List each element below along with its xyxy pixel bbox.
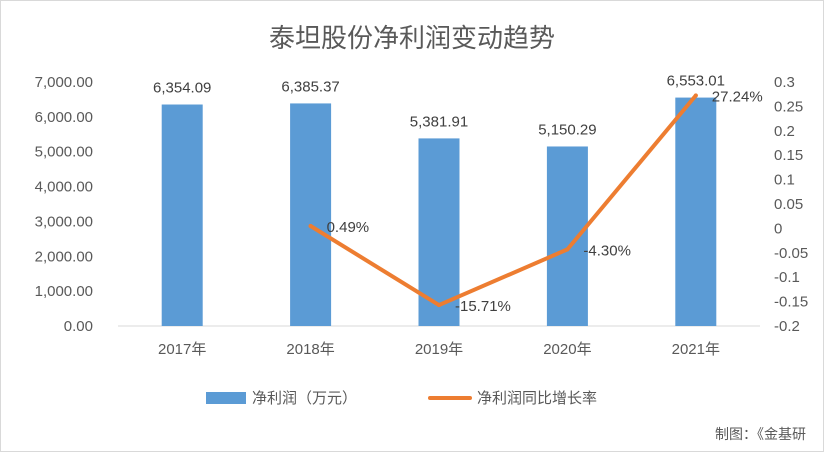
- bar-value-label: 5,150.29: [538, 121, 596, 138]
- bar: [161, 104, 203, 326]
- y-right-tick-label: -0.2: [774, 318, 800, 335]
- growth-rate-label: 27.24%: [712, 88, 763, 105]
- y-left-tick-label: 6,000.00: [35, 109, 93, 126]
- legend-line-label: 净利润同比增长率: [477, 389, 597, 407]
- bar: [675, 97, 717, 326]
- growth-rate-point: [693, 93, 698, 98]
- growth-rate-label: -15.71%: [455, 298, 511, 315]
- bar-value-label: 5,381.91: [410, 113, 468, 130]
- growth-rate-label: -4.30%: [583, 242, 631, 259]
- growth-rate-line: [308, 93, 698, 308]
- legend-bar-swatch: [206, 392, 246, 404]
- y-right-tick-label: -0.15: [774, 294, 808, 311]
- growth-rate-point: [437, 303, 441, 308]
- growth-rate-label: 0.49%: [327, 219, 370, 236]
- y-left-tick-label: 1,000.00: [35, 283, 93, 300]
- y-right-tick-label: 0.25: [774, 98, 803, 115]
- y-left-tick-label: 5,000.00: [35, 144, 93, 161]
- y-right-tick-label: 0.3: [774, 74, 795, 91]
- y-left-tick-label: 7,000.00: [35, 74, 93, 91]
- bar-value-label: 6,385.37: [281, 78, 339, 95]
- x-tick-label: 2019年: [415, 341, 463, 358]
- bar-value-label: 6,354.09: [153, 80, 211, 97]
- y-left-tick-label: 4,000.00: [35, 179, 93, 196]
- y-left-tick-label: 3,000.00: [35, 213, 93, 230]
- bar: [290, 103, 332, 326]
- x-tick-label: 2017年: [158, 341, 206, 358]
- x-tick-label: 2021年: [672, 341, 720, 358]
- y-right-tick-label: 0.2: [774, 123, 795, 140]
- growth-rate-point: [308, 224, 313, 229]
- y-right-tick-label: 0.05: [774, 196, 803, 213]
- y-right-tick-label: 0: [774, 220, 782, 237]
- legend-bar-label: 净利润（万元）: [252, 389, 357, 407]
- chart-title: 泰坦股份净利润变动趋势: [268, 24, 555, 54]
- bar-value-label: 6,553.01: [667, 73, 725, 90]
- bar: [546, 146, 588, 326]
- y-right-tick-label: -0.1: [774, 269, 800, 286]
- growth-rate-point: [565, 247, 570, 252]
- y-right-tick-label: 0.1: [774, 172, 795, 189]
- y-right-tick-label: 0.15: [774, 147, 803, 164]
- y-right-tick-label: -0.05: [774, 245, 808, 262]
- x-tick-label: 2018年: [286, 341, 334, 358]
- x-tick-label: 2020年: [543, 341, 591, 358]
- y-left-tick-label: 0.00: [64, 318, 93, 335]
- y-left-tick-label: 2,000.00: [35, 248, 93, 265]
- chart-credit: 制图：《金基研: [715, 427, 806, 443]
